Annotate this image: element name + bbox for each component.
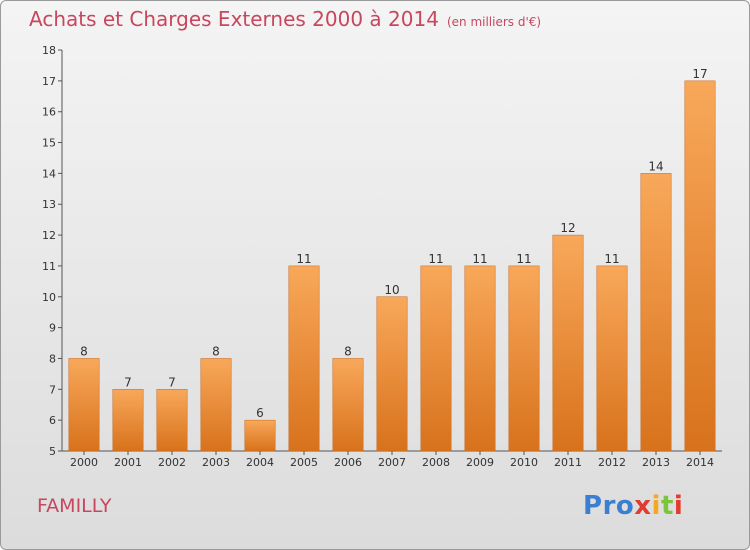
logo-letter: i xyxy=(673,491,684,521)
bar xyxy=(376,296,408,452)
x-tick-label: 2010 xyxy=(510,456,538,469)
y-tick-label: 8 xyxy=(49,352,56,365)
bar xyxy=(112,389,144,452)
y-tick-label: 7 xyxy=(49,383,56,396)
data-label: 10 xyxy=(384,283,399,297)
bar xyxy=(508,265,540,452)
bar xyxy=(464,265,496,452)
x-tick-label: 2009 xyxy=(466,456,494,469)
y-tick-label: 17 xyxy=(42,75,56,88)
data-label: 12 xyxy=(560,221,575,235)
bar xyxy=(640,173,672,452)
x-tick-label: 2006 xyxy=(334,456,362,469)
bar xyxy=(684,80,716,452)
data-label: 7 xyxy=(124,375,132,389)
x-tick-label: 2013 xyxy=(642,456,670,469)
data-label: 14 xyxy=(648,159,663,173)
y-tick-label: 14 xyxy=(42,167,56,180)
data-label: 8 xyxy=(344,344,352,358)
logo-letter: t xyxy=(660,491,674,521)
bar xyxy=(244,419,276,452)
y-tick-label: 18 xyxy=(42,44,56,57)
x-tick-label: 2000 xyxy=(70,456,98,469)
x-tick-label: 2012 xyxy=(598,456,626,469)
y-tick-label: 16 xyxy=(42,106,56,119)
bar xyxy=(552,234,584,452)
logo-letter: o xyxy=(615,491,635,521)
data-label: 17 xyxy=(692,67,707,81)
data-label: 11 xyxy=(296,252,311,266)
chart-title-text: Achats et Charges Externes 2000 à 2014 xyxy=(29,7,439,31)
bar xyxy=(332,358,364,452)
commune-name: FAMILLY xyxy=(37,495,112,517)
x-tick-label: 2003 xyxy=(202,456,230,469)
bar xyxy=(68,358,100,452)
logo-letter: P xyxy=(583,491,603,521)
y-tick-label: 6 xyxy=(49,414,56,427)
x-tick-label: 2014 xyxy=(686,456,714,469)
data-label: 7 xyxy=(168,375,176,389)
y-tick-label: 15 xyxy=(42,137,56,150)
x-tick-label: 2008 xyxy=(422,456,450,469)
y-tick-label: 9 xyxy=(49,322,56,335)
data-label: 6 xyxy=(256,406,264,420)
y-tick-label: 5 xyxy=(49,445,56,458)
y-tick-label: 13 xyxy=(42,198,56,211)
logo-letter: x xyxy=(634,491,652,521)
chart-unit: (en milliers d'€) xyxy=(446,15,542,29)
data-label: 8 xyxy=(212,344,220,358)
bar xyxy=(200,358,232,452)
y-tick-label: 12 xyxy=(42,229,56,242)
x-tick-label: 2002 xyxy=(158,456,186,469)
x-tick-label: 2004 xyxy=(246,456,274,469)
logo-letter: i xyxy=(651,491,661,521)
data-label: 11 xyxy=(604,252,619,266)
bar xyxy=(420,265,452,452)
x-tick-label: 2001 xyxy=(114,456,142,469)
bar xyxy=(288,265,320,452)
data-label: 8 xyxy=(80,344,88,358)
x-tick-label: 2005 xyxy=(290,456,318,469)
data-label: 11 xyxy=(472,252,487,266)
bar xyxy=(156,389,188,452)
y-tick-label: 11 xyxy=(42,260,56,273)
proxiti-logo: Proxiti xyxy=(583,491,683,521)
x-tick-label: 2011 xyxy=(554,456,582,469)
chart-title: Achats et Charges Externes 2000 à 2014 (e… xyxy=(29,7,541,31)
y-tick-label: 10 xyxy=(42,291,56,304)
x-tick-label: 2007 xyxy=(378,456,406,469)
logo-letter: r xyxy=(602,491,616,521)
data-label: 11 xyxy=(428,252,443,266)
bar xyxy=(596,265,628,452)
data-label: 11 xyxy=(516,252,531,266)
